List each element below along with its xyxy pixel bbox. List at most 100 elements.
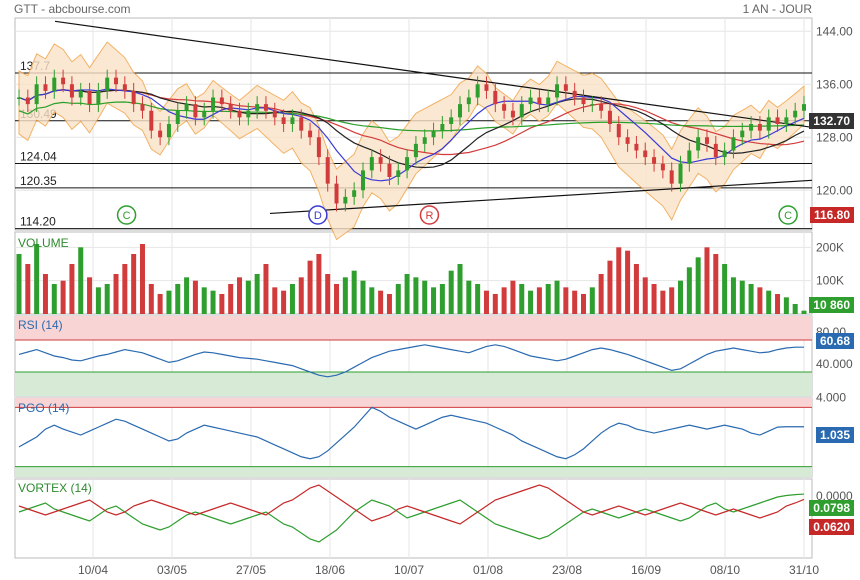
candle-body [158,130,163,138]
ma100-line [18,101,805,132]
pgo-panel [14,397,813,478]
volume-bar [228,284,234,314]
volume-tag: 10 860 [809,297,854,313]
x-tick-label: 10/07 [394,563,424,577]
volume-bar [607,260,613,314]
candle-body [263,104,268,111]
candle-body [466,97,471,105]
supertrend-tag: 116.80 [809,207,854,223]
candle-body [334,183,339,204]
period-label[interactable]: 1 AN - JOUR [742,2,812,16]
volume-bar [334,284,340,314]
volume-bar [766,290,772,314]
candle-body [581,97,586,105]
volume-bar [175,284,181,314]
volume-bar [545,284,551,314]
volume-bar [651,284,657,314]
candle-body [290,117,295,124]
volume-bar [342,277,348,314]
candle-body [749,124,754,131]
volume-bar [686,267,692,314]
volume-bar [580,294,586,314]
volume-bar [184,277,190,314]
volume-bar [289,284,295,314]
volume-bar [642,277,648,314]
pgo-tag: 1.035 [815,427,854,443]
candle-body [643,150,648,158]
volume-bar [369,287,375,314]
trend-line [269,179,813,215]
candle-body [528,97,533,105]
volume-bar [439,284,445,314]
candle-body [396,170,401,177]
volume-bar [192,280,198,314]
candle-body [590,104,595,106]
x-tick-label: 10/04 [78,563,108,577]
candle-body [484,84,489,91]
candle-body [687,150,692,164]
volume-bar [254,274,260,314]
candle-body [360,170,365,191]
volume-bar [104,284,110,314]
candle-body [175,110,180,124]
volume-bar [307,260,313,314]
candle-body [316,137,321,158]
candle-body [246,110,251,118]
volume-bar [272,287,278,314]
candle-body [784,117,789,124]
level-label: 114.20 [20,215,56,229]
candle-body [17,97,21,99]
volume-bar [281,290,287,314]
volume-bar [633,264,639,314]
candle-body [502,104,507,111]
signal-label: D [314,210,322,222]
candle-body [255,104,260,111]
candle-body [272,110,277,118]
volume-bar [298,277,304,314]
volume-bar [563,287,569,314]
signal-label: R [425,210,433,222]
volume-bar [757,287,763,314]
candle-body [369,157,374,171]
candle-body [563,84,568,91]
volume-bar [87,277,93,314]
volume-bar [210,290,216,314]
candle-body [740,130,745,138]
volume-bar [157,294,163,314]
candle-body [449,117,454,124]
vortex-plus-line [18,493,805,543]
chart-title: GTT - abcbourse.com [14,2,131,16]
candle-body [96,90,101,105]
candle-body [61,77,66,85]
pgo-line [18,406,804,460]
volume-bar [139,244,145,314]
ma7-line [18,88,805,182]
candle-body [387,163,392,177]
candle-body [616,124,621,138]
x-tick-label: 18/06 [315,563,345,577]
candle-body [458,104,463,118]
candle-body [572,90,577,98]
candle-body [413,143,418,158]
candle-body [440,124,445,131]
candle-body [378,157,383,164]
volume-bar [510,280,516,314]
pgo-panel-title: PGO (14) [18,401,70,415]
candle-body [69,84,74,98]
x-tick-label: 16/09 [631,563,661,577]
candle-body [775,117,780,124]
volume-bar [554,280,560,314]
price-axis-label: 120.00 [816,183,853,197]
candle-body [475,84,480,98]
candle-body [343,196,348,204]
volume-bar [34,244,40,314]
volume-bar [60,280,66,314]
trend-line [54,20,813,128]
candle-body [652,157,657,164]
candle-body [78,90,83,98]
volume-bar [404,274,410,314]
last-price-tag: 132.70 [809,113,854,129]
candle-body [546,97,551,105]
candle-body [325,157,330,184]
